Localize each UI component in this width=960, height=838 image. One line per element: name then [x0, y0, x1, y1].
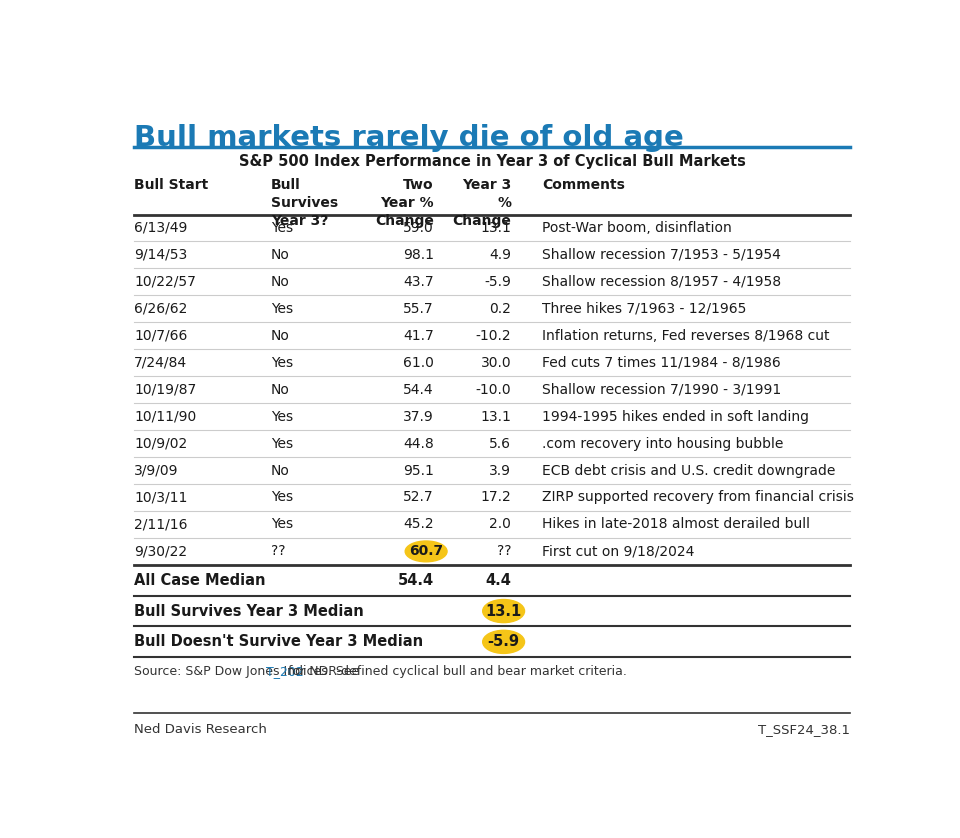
Text: 6/13/49: 6/13/49 — [134, 221, 187, 235]
Text: Yes: Yes — [271, 302, 293, 316]
Text: T_SSF24_38.1: T_SSF24_38.1 — [758, 722, 850, 736]
Text: 10/9/02: 10/9/02 — [134, 437, 187, 451]
Text: Source: S&P Dow Jones Indices. See: Source: S&P Dow Jones Indices. See — [134, 665, 363, 678]
Text: Yes: Yes — [271, 517, 293, 531]
Text: 43.7: 43.7 — [403, 275, 434, 289]
Text: No: No — [271, 248, 290, 262]
Text: 13.1: 13.1 — [481, 221, 512, 235]
Text: 10/7/66: 10/7/66 — [134, 328, 187, 343]
Text: 54.4: 54.4 — [397, 572, 434, 587]
Text: 44.8: 44.8 — [403, 437, 434, 451]
Text: Yes: Yes — [271, 356, 293, 370]
Text: ECB debt crisis and U.S. credit downgrade: ECB debt crisis and U.S. credit downgrad… — [542, 463, 836, 478]
Text: -5.9: -5.9 — [485, 275, 512, 289]
Text: Fed cuts 7 times 11/1984 - 8/1986: Fed cuts 7 times 11/1984 - 8/1986 — [542, 356, 781, 370]
Text: 4.4: 4.4 — [486, 572, 512, 587]
Text: 61.0: 61.0 — [403, 356, 434, 370]
Text: Comments: Comments — [542, 178, 625, 193]
Text: 4.9: 4.9 — [490, 248, 512, 262]
Text: Bull Survives Year 3 Median: Bull Survives Year 3 Median — [134, 603, 364, 618]
Text: 10/22/57: 10/22/57 — [134, 275, 196, 289]
Text: ??: ?? — [271, 545, 286, 558]
Text: 52.7: 52.7 — [403, 490, 434, 504]
Text: No: No — [271, 275, 290, 289]
Text: ZIRP supported recovery from financial crisis: ZIRP supported recovery from financial c… — [542, 490, 854, 504]
Text: 9/30/22: 9/30/22 — [134, 545, 187, 558]
Text: 30.0: 30.0 — [481, 356, 512, 370]
Text: 10/3/11: 10/3/11 — [134, 490, 187, 504]
Text: No: No — [271, 383, 290, 396]
Text: 0.2: 0.2 — [490, 302, 512, 316]
Text: 2/11/16: 2/11/16 — [134, 517, 187, 531]
Text: Ned Davis Research: Ned Davis Research — [134, 722, 267, 736]
Text: Yes: Yes — [271, 410, 293, 424]
Text: ??: ?? — [497, 545, 512, 558]
Text: -10.2: -10.2 — [476, 328, 512, 343]
Text: 10/11/90: 10/11/90 — [134, 410, 196, 424]
Text: Three hikes 7/1963 - 12/1965: Three hikes 7/1963 - 12/1965 — [542, 302, 747, 316]
Text: Yes: Yes — [271, 437, 293, 451]
Text: Yes: Yes — [271, 221, 293, 235]
Text: 17.2: 17.2 — [481, 490, 512, 504]
Text: .com recovery into housing bubble: .com recovery into housing bubble — [542, 437, 783, 451]
Text: 5.6: 5.6 — [490, 437, 512, 451]
Ellipse shape — [483, 599, 524, 623]
Ellipse shape — [483, 630, 524, 654]
Text: 13.1: 13.1 — [486, 603, 521, 618]
Text: Yes: Yes — [271, 490, 293, 504]
Text: 95.1: 95.1 — [403, 463, 434, 478]
Text: 10/19/87: 10/19/87 — [134, 383, 196, 396]
Text: 1994-1995 hikes ended in soft landing: 1994-1995 hikes ended in soft landing — [542, 410, 809, 424]
Text: 3/9/09: 3/9/09 — [134, 463, 179, 478]
Text: 3.9: 3.9 — [490, 463, 512, 478]
Text: 6/26/62: 6/26/62 — [134, 302, 187, 316]
Text: 41.7: 41.7 — [403, 328, 434, 343]
Text: Shallow recession 7/1990 - 3/1991: Shallow recession 7/1990 - 3/1991 — [542, 383, 781, 396]
Text: 9/14/53: 9/14/53 — [134, 248, 187, 262]
Ellipse shape — [405, 541, 447, 561]
Text: First cut on 9/18/2024: First cut on 9/18/2024 — [542, 545, 695, 558]
Text: Shallow recession 8/1957 - 4/1958: Shallow recession 8/1957 - 4/1958 — [542, 275, 781, 289]
Text: Shallow recession 7/1953 - 5/1954: Shallow recession 7/1953 - 5/1954 — [542, 248, 781, 262]
Text: 13.1: 13.1 — [481, 410, 512, 424]
Text: S&P 500 Index Performance in Year 3 of Cyclical Bull Markets: S&P 500 Index Performance in Year 3 of C… — [239, 154, 745, 169]
Text: Inflation returns, Fed reverses 8/1968 cut: Inflation returns, Fed reverses 8/1968 c… — [542, 328, 829, 343]
Text: for NDR-defined cyclical bull and bear market criteria.: for NDR-defined cyclical bull and bear m… — [284, 665, 627, 678]
Text: 2.0: 2.0 — [490, 517, 512, 531]
Text: -5.9: -5.9 — [488, 634, 519, 649]
Text: All Case Median: All Case Median — [134, 572, 266, 587]
Text: Two
Year %
Change: Two Year % Change — [375, 178, 434, 228]
Text: 55.7: 55.7 — [403, 302, 434, 316]
Text: 7/24/84: 7/24/84 — [134, 356, 187, 370]
Text: Bull
Survives
Year 3?: Bull Survives Year 3? — [271, 178, 338, 228]
Text: 37.9: 37.9 — [403, 410, 434, 424]
Text: No: No — [271, 328, 290, 343]
Text: T_202: T_202 — [266, 665, 303, 678]
Text: 98.1: 98.1 — [403, 248, 434, 262]
Text: -10.0: -10.0 — [476, 383, 512, 396]
Text: Year 3
%
Change: Year 3 % Change — [452, 178, 512, 228]
Text: Hikes in late-2018 almost derailed bull: Hikes in late-2018 almost derailed bull — [542, 517, 810, 531]
Text: 54.4: 54.4 — [403, 383, 434, 396]
Text: Post-War boom, disinflation: Post-War boom, disinflation — [542, 221, 732, 235]
Text: 59.0: 59.0 — [403, 221, 434, 235]
Text: No: No — [271, 463, 290, 478]
Text: 45.2: 45.2 — [403, 517, 434, 531]
Text: Bull markets rarely die of old age: Bull markets rarely die of old age — [134, 124, 684, 152]
Text: 60.7: 60.7 — [409, 545, 444, 558]
Text: Bull Doesn't Survive Year 3 Median: Bull Doesn't Survive Year 3 Median — [134, 634, 423, 649]
Text: Bull Start: Bull Start — [134, 178, 208, 193]
